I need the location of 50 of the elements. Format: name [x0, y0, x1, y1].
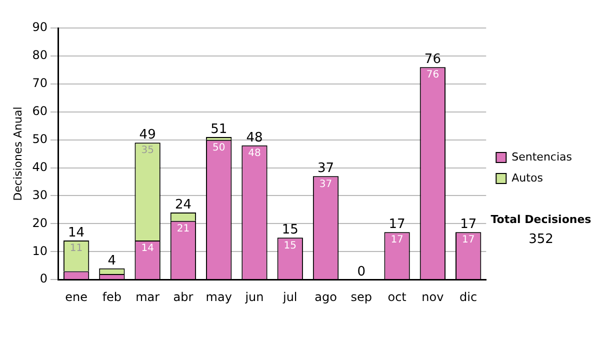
data-label: 15 [284, 240, 296, 252]
y-tick-label: 0 [40, 272, 48, 286]
x-tick-label: oct [388, 290, 407, 304]
y-tick-label: 10 [32, 244, 48, 258]
total-label: 37 [317, 161, 334, 176]
total-label: 15 [282, 222, 298, 238]
total-label: 76 [424, 52, 441, 68]
data-label: 35 [141, 145, 154, 156]
y-tick-label: 30 [32, 188, 48, 202]
total-label: 24 [174, 197, 192, 212]
x-tick-label: may [206, 290, 232, 304]
legend-label: Autos [512, 171, 544, 184]
x-tick-label: jul [282, 290, 298, 304]
y-tick-label: 70 [32, 76, 48, 90]
data-label: 14 [141, 243, 154, 254]
text: Total Decisiones [490, 213, 592, 226]
data-label: 76 [426, 70, 440, 81]
text: 352 [528, 232, 554, 247]
legend-label: Sentencias [512, 150, 572, 164]
data-label: 21 [176, 223, 190, 234]
total-label: 4 [108, 253, 116, 268]
y-tick-label: 50 [32, 132, 48, 146]
total-label: 0 [357, 264, 366, 280]
y-tick-label: 90 [32, 20, 48, 34]
x-tick-label: jun [244, 290, 264, 304]
data-label: 48 [248, 148, 261, 160]
data-label: 17 [390, 234, 404, 246]
x-tick-label: mar [136, 290, 160, 304]
y-tick-label: 60 [32, 104, 48, 118]
y-tick-label: 40 [32, 160, 48, 174]
x-tick-label: ago [314, 290, 337, 304]
total-label: 14 [68, 225, 85, 240]
total-label: 48 [246, 130, 263, 146]
data-label: 11 [70, 243, 83, 254]
y-axis-title: Decisiones Anual [11, 106, 24, 201]
total-label: 17 [388, 216, 406, 232]
total-label: 51 [210, 122, 228, 137]
y-tick-label: 20 [32, 216, 48, 230]
x-tick-label: nov [422, 290, 444, 304]
data-label: 50 [212, 142, 226, 154]
x-tick-label: abr [173, 290, 194, 304]
x-tick-label: dic [460, 290, 478, 304]
x-tick-label: ene [65, 290, 88, 304]
total-label: 49 [139, 127, 156, 142]
data-label: 17 [462, 234, 475, 246]
data-label: 37 [319, 178, 332, 190]
x-tick-label: feb [102, 290, 122, 304]
x-tick-label: sep [350, 290, 372, 304]
y-tick-label: 80 [32, 48, 48, 62]
total-label: 17 [460, 216, 477, 232]
